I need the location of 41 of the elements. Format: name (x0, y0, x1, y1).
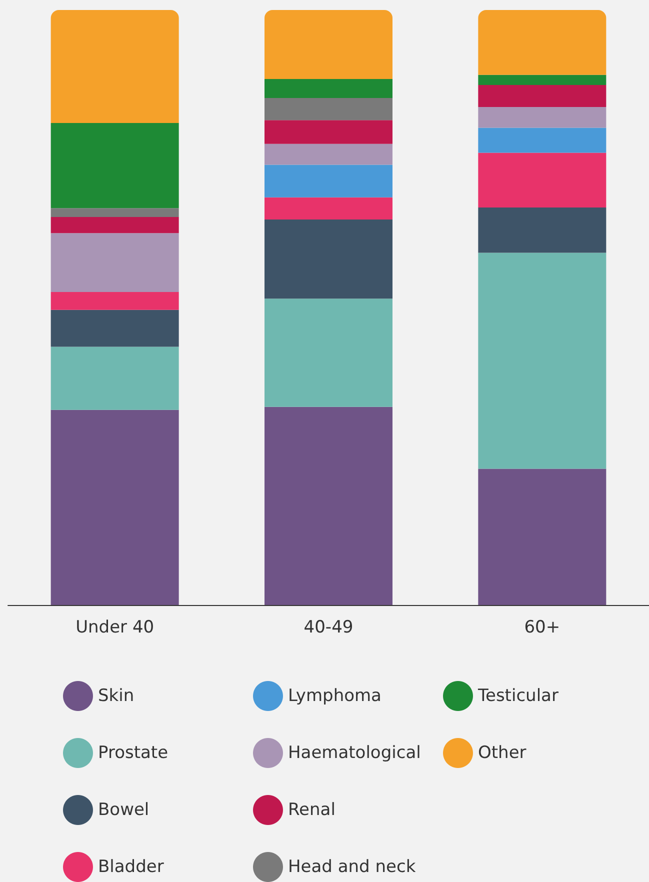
bar (264, 144, 392, 165)
bar (478, 152, 606, 208)
legend-label: Bowel (98, 800, 150, 820)
bar (478, 106, 606, 128)
bar (264, 219, 392, 299)
bar (264, 79, 392, 98)
bar (264, 197, 392, 220)
bar (264, 164, 392, 198)
bar (50, 292, 179, 310)
bar (478, 84, 606, 107)
bar (50, 346, 179, 410)
bar (264, 10, 392, 80)
legend-label: Prostate (98, 743, 168, 763)
x-tick-label: Under 40 (76, 618, 154, 638)
bar (478, 74, 606, 85)
legend-label: Renal (288, 800, 336, 820)
legend-label: Lymphoma (288, 686, 382, 706)
legend-label: Head and neck (288, 857, 416, 877)
bar (264, 406, 392, 605)
legend-label: Haematological (288, 743, 421, 763)
bar (50, 10, 179, 124)
bar (264, 98, 392, 120)
bar (50, 123, 179, 208)
bar (50, 208, 179, 218)
bar (478, 252, 606, 469)
bar (264, 120, 392, 144)
bar (50, 310, 179, 347)
bar (478, 10, 606, 75)
legend-label: Bladder (98, 857, 164, 877)
x-tick-label: 60+ (524, 618, 560, 638)
bar (50, 410, 179, 605)
x-tick-label: 40-49 (304, 618, 354, 638)
bar (478, 208, 606, 253)
bar (478, 468, 606, 605)
bar (50, 217, 179, 234)
bar (50, 233, 179, 292)
legend-label: Skin (98, 686, 134, 706)
bar (264, 298, 392, 407)
legend-label: Other (478, 743, 526, 763)
legend-label: Testicular (477, 686, 558, 706)
bar (478, 128, 606, 153)
